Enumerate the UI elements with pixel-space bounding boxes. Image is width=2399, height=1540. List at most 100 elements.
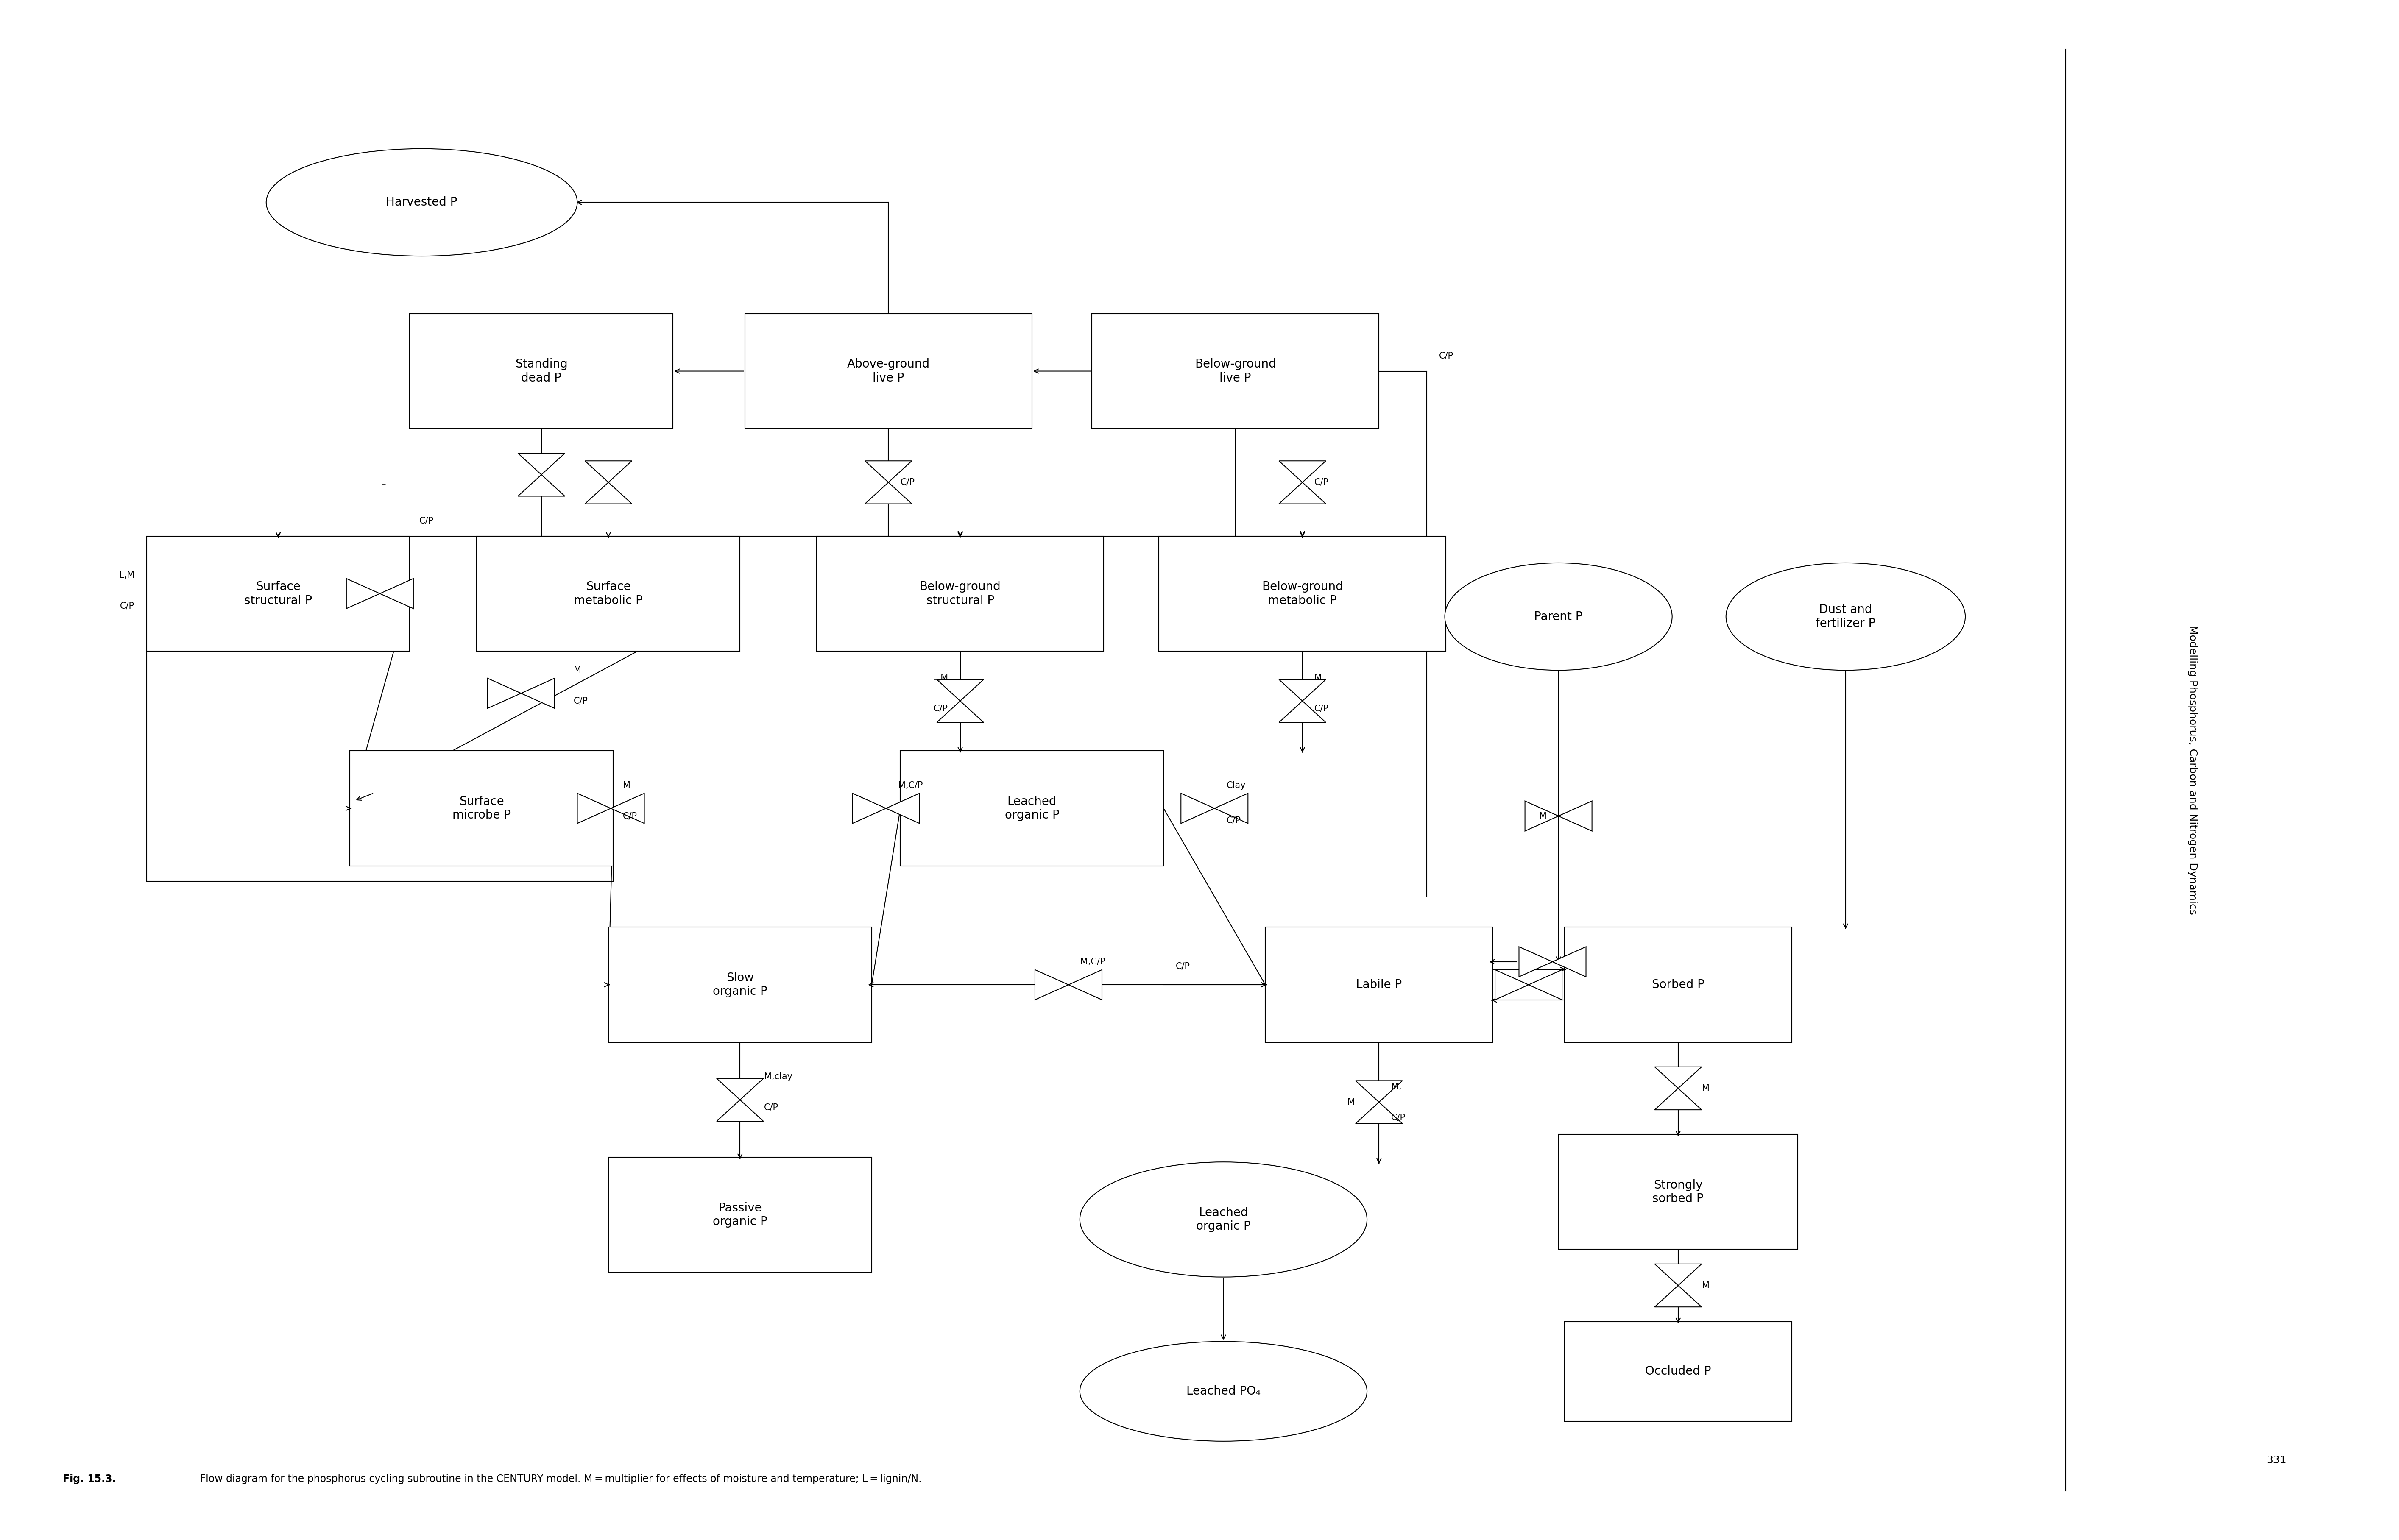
FancyBboxPatch shape [744, 314, 1032, 428]
Polygon shape [345, 579, 379, 608]
Text: Passive
organic P: Passive organic P [713, 1203, 768, 1227]
Text: Parent P: Parent P [1535, 611, 1583, 622]
Polygon shape [1355, 1103, 1403, 1124]
Text: M: M [1701, 1084, 1710, 1092]
Text: Below-ground
metabolic P: Below-ground metabolic P [1262, 581, 1343, 607]
Text: C/P: C/P [573, 696, 588, 705]
FancyBboxPatch shape [146, 536, 410, 651]
Polygon shape [1655, 1286, 1701, 1307]
FancyBboxPatch shape [477, 536, 739, 651]
Text: Flow diagram for the phosphorus cycling subroutine in the CENTURY model. M = mul: Flow diagram for the phosphorus cycling … [197, 1474, 921, 1485]
Polygon shape [1519, 947, 1552, 976]
Polygon shape [717, 1078, 763, 1100]
Polygon shape [585, 460, 631, 482]
Text: M,C/P: M,C/P [1080, 958, 1106, 966]
Text: Below-ground
live P: Below-ground live P [1195, 359, 1276, 383]
Polygon shape [1526, 801, 1559, 832]
Text: C/P: C/P [900, 477, 914, 487]
Text: C/P: C/P [1439, 351, 1454, 360]
Text: M: M [624, 781, 631, 790]
Text: Leached
organic P: Leached organic P [1197, 1207, 1250, 1232]
Polygon shape [717, 1100, 763, 1121]
Polygon shape [612, 793, 645, 824]
Text: Slow
organic P: Slow organic P [713, 972, 768, 998]
FancyBboxPatch shape [1559, 1135, 1797, 1249]
Text: Strongly
sorbed P: Strongly sorbed P [1653, 1180, 1703, 1204]
Polygon shape [1655, 1067, 1701, 1089]
Text: Fig. 15.3.: Fig. 15.3. [62, 1474, 115, 1485]
Polygon shape [1355, 1081, 1403, 1103]
Text: Clay: Clay [1226, 781, 1245, 790]
FancyBboxPatch shape [609, 1158, 871, 1272]
Text: C/P: C/P [420, 516, 434, 525]
Ellipse shape [1080, 1341, 1367, 1441]
Text: Surface
structural P: Surface structural P [245, 581, 312, 607]
Text: Occluded P: Occluded P [1646, 1366, 1710, 1377]
Polygon shape [487, 678, 521, 708]
Text: M: M [1538, 812, 1547, 821]
Text: L: L [381, 477, 386, 487]
Text: C/P: C/P [120, 602, 134, 610]
Text: C/P: C/P [1176, 962, 1190, 970]
Polygon shape [578, 793, 612, 824]
Text: M: M [1348, 1098, 1355, 1106]
Text: M,C/P: M,C/P [897, 781, 924, 790]
Text: 331: 331 [2267, 1455, 2286, 1466]
Polygon shape [585, 482, 631, 504]
FancyBboxPatch shape [1564, 1321, 1792, 1421]
FancyBboxPatch shape [609, 927, 871, 1043]
Text: M: M [573, 665, 581, 675]
Text: L,M: L,M [120, 571, 134, 579]
Polygon shape [1559, 801, 1593, 832]
Polygon shape [1279, 460, 1327, 482]
Text: Leached
organic P: Leached organic P [1005, 796, 1060, 821]
Polygon shape [1655, 1089, 1701, 1110]
Text: C/P: C/P [1315, 477, 1329, 487]
Polygon shape [1655, 1264, 1701, 1286]
Text: M: M [1701, 1281, 1710, 1289]
Ellipse shape [1444, 564, 1672, 670]
Polygon shape [1279, 679, 1327, 701]
Ellipse shape [266, 149, 578, 256]
Text: Dust and
fertilizer P: Dust and fertilizer P [1816, 604, 1876, 630]
FancyBboxPatch shape [816, 536, 1104, 651]
Polygon shape [1214, 793, 1247, 824]
Polygon shape [379, 579, 413, 608]
Text: C/P: C/P [1315, 704, 1329, 713]
FancyBboxPatch shape [1092, 314, 1379, 428]
Polygon shape [1180, 793, 1214, 824]
FancyBboxPatch shape [900, 752, 1164, 865]
Polygon shape [1034, 970, 1068, 999]
Text: M: M [1315, 673, 1322, 682]
Polygon shape [518, 474, 564, 496]
Polygon shape [1068, 970, 1101, 999]
FancyBboxPatch shape [350, 752, 614, 865]
Polygon shape [1495, 970, 1528, 999]
Polygon shape [1279, 701, 1327, 722]
Polygon shape [936, 679, 984, 701]
Text: Sorbed P: Sorbed P [1653, 979, 1703, 990]
Text: C/P: C/P [624, 812, 638, 821]
Ellipse shape [1725, 564, 1965, 670]
FancyBboxPatch shape [410, 314, 674, 428]
FancyBboxPatch shape [1159, 536, 1447, 651]
Text: M,clay: M,clay [763, 1072, 792, 1081]
Polygon shape [866, 460, 912, 482]
Text: Labile P: Labile P [1355, 979, 1401, 990]
Polygon shape [1552, 947, 1586, 976]
Text: Harvested P: Harvested P [386, 197, 458, 208]
Text: Standing
dead P: Standing dead P [516, 359, 569, 383]
Text: Surface
microbe P: Surface microbe P [453, 796, 511, 821]
Text: C/P: C/P [933, 704, 948, 713]
Text: Leached PO₄: Leached PO₄ [1185, 1386, 1259, 1397]
Polygon shape [866, 482, 912, 504]
Polygon shape [518, 453, 564, 474]
Polygon shape [936, 701, 984, 722]
Text: Below-ground
structural P: Below-ground structural P [919, 581, 1000, 607]
Text: L,M: L,M [933, 673, 948, 682]
Text: Modelling Phosphorus, Carbon and Nitrogen Dynamics: Modelling Phosphorus, Carbon and Nitroge… [2188, 625, 2197, 915]
Ellipse shape [1080, 1163, 1367, 1277]
Text: Above-ground
live P: Above-ground live P [847, 359, 931, 383]
Text: C/P: C/P [763, 1103, 777, 1112]
Polygon shape [885, 793, 919, 824]
